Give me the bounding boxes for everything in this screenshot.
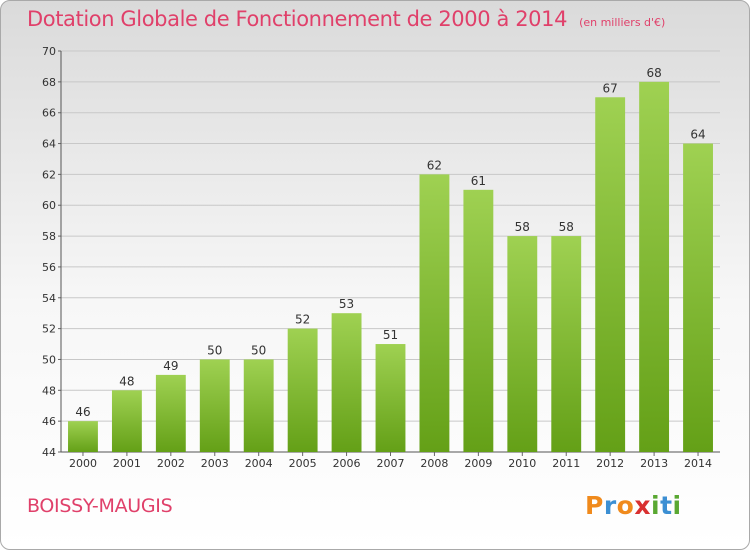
data-label: 61 (471, 174, 486, 188)
bar (199, 359, 230, 452)
y-tick-label: 52 (42, 323, 56, 336)
chart-title: Dotation Globale de Fonctionnement de 20… (27, 7, 665, 31)
logo-letter: i (651, 491, 661, 520)
logo-letter: t (660, 491, 673, 520)
data-label: 58 (515, 220, 530, 234)
y-tick-label: 66 (42, 107, 56, 120)
data-label: 50 (207, 343, 222, 357)
data-label: 51 (383, 328, 398, 342)
x-tick-label: 2011 (552, 457, 580, 470)
bar (639, 81, 670, 452)
data-label: 48 (119, 374, 134, 388)
data-label: 62 (427, 158, 442, 172)
data-label: 64 (690, 128, 705, 142)
commune-name: BOISSY-MAUGIS (27, 495, 173, 517)
bar (419, 174, 450, 452)
bar (463, 189, 494, 453)
data-label: 49 (163, 359, 178, 373)
bar (111, 390, 142, 452)
logo-letter: x (634, 491, 651, 520)
x-tick-label: 2012 (596, 457, 624, 470)
logo-letter: i (672, 491, 682, 520)
bar (595, 97, 626, 453)
logo-letter: r (603, 491, 617, 520)
data-label: 50 (251, 343, 266, 357)
y-tick-label: 68 (42, 76, 56, 89)
x-tick-label: 2004 (245, 457, 273, 470)
chart-title-text: Dotation Globale de Fonctionnement de 20… (27, 7, 568, 31)
data-label: 52 (295, 313, 310, 327)
data-label: 46 (75, 405, 90, 419)
data-label: 53 (339, 297, 354, 311)
y-tick-label: 60 (42, 199, 56, 212)
x-tick-label: 2006 (333, 457, 361, 470)
x-tick-label: 2010 (508, 457, 536, 470)
bar (287, 328, 318, 452)
bars (68, 81, 713, 453)
x-tick-label: 2008 (420, 457, 448, 470)
data-label: 67 (603, 81, 618, 95)
logo-letter: o (616, 491, 635, 520)
data-label: 68 (646, 66, 661, 80)
bar (683, 143, 713, 453)
y-tick-label: 56 (42, 261, 56, 274)
y-tick-label: 50 (42, 353, 56, 366)
x-tick-label: 2009 (464, 457, 492, 470)
proxiti-logo: Proxiti (585, 491, 682, 520)
logo-letter: P (585, 491, 604, 520)
bar (375, 344, 406, 452)
y-tick-label: 48 (42, 384, 56, 397)
bar (507, 236, 538, 452)
y-tick-label: 62 (42, 168, 56, 181)
y-tick-label: 58 (42, 230, 56, 243)
y-tick-label: 64 (42, 138, 56, 151)
y-tick-label: 44 (42, 446, 56, 459)
x-tick-label: 2001 (113, 457, 141, 470)
x-tick-label: 2013 (640, 457, 668, 470)
bar (155, 374, 186, 452)
labels: 44 46 48 50 52 54 56 58 60 62 64 66 68 70 46 2000 48 2001… (42, 45, 712, 470)
bar (331, 313, 362, 452)
y-tick-label: 46 (42, 415, 56, 428)
chart-subtitle: (en milliers d'€) (579, 16, 666, 29)
x-tick-label: 2014 (684, 457, 712, 470)
x-tick-label: 2002 (157, 457, 185, 470)
data-label: 58 (559, 220, 574, 234)
x-tick-label: 2000 (69, 457, 97, 470)
x-tick-label: 2007 (377, 457, 405, 470)
y-tick-label: 70 (42, 45, 56, 58)
y-tick-label: 54 (42, 292, 56, 305)
x-tick-label: 2003 (201, 457, 229, 470)
bar (68, 421, 98, 452)
x-tick-label: 2005 (289, 457, 317, 470)
bar (243, 359, 274, 452)
bar (551, 236, 582, 452)
